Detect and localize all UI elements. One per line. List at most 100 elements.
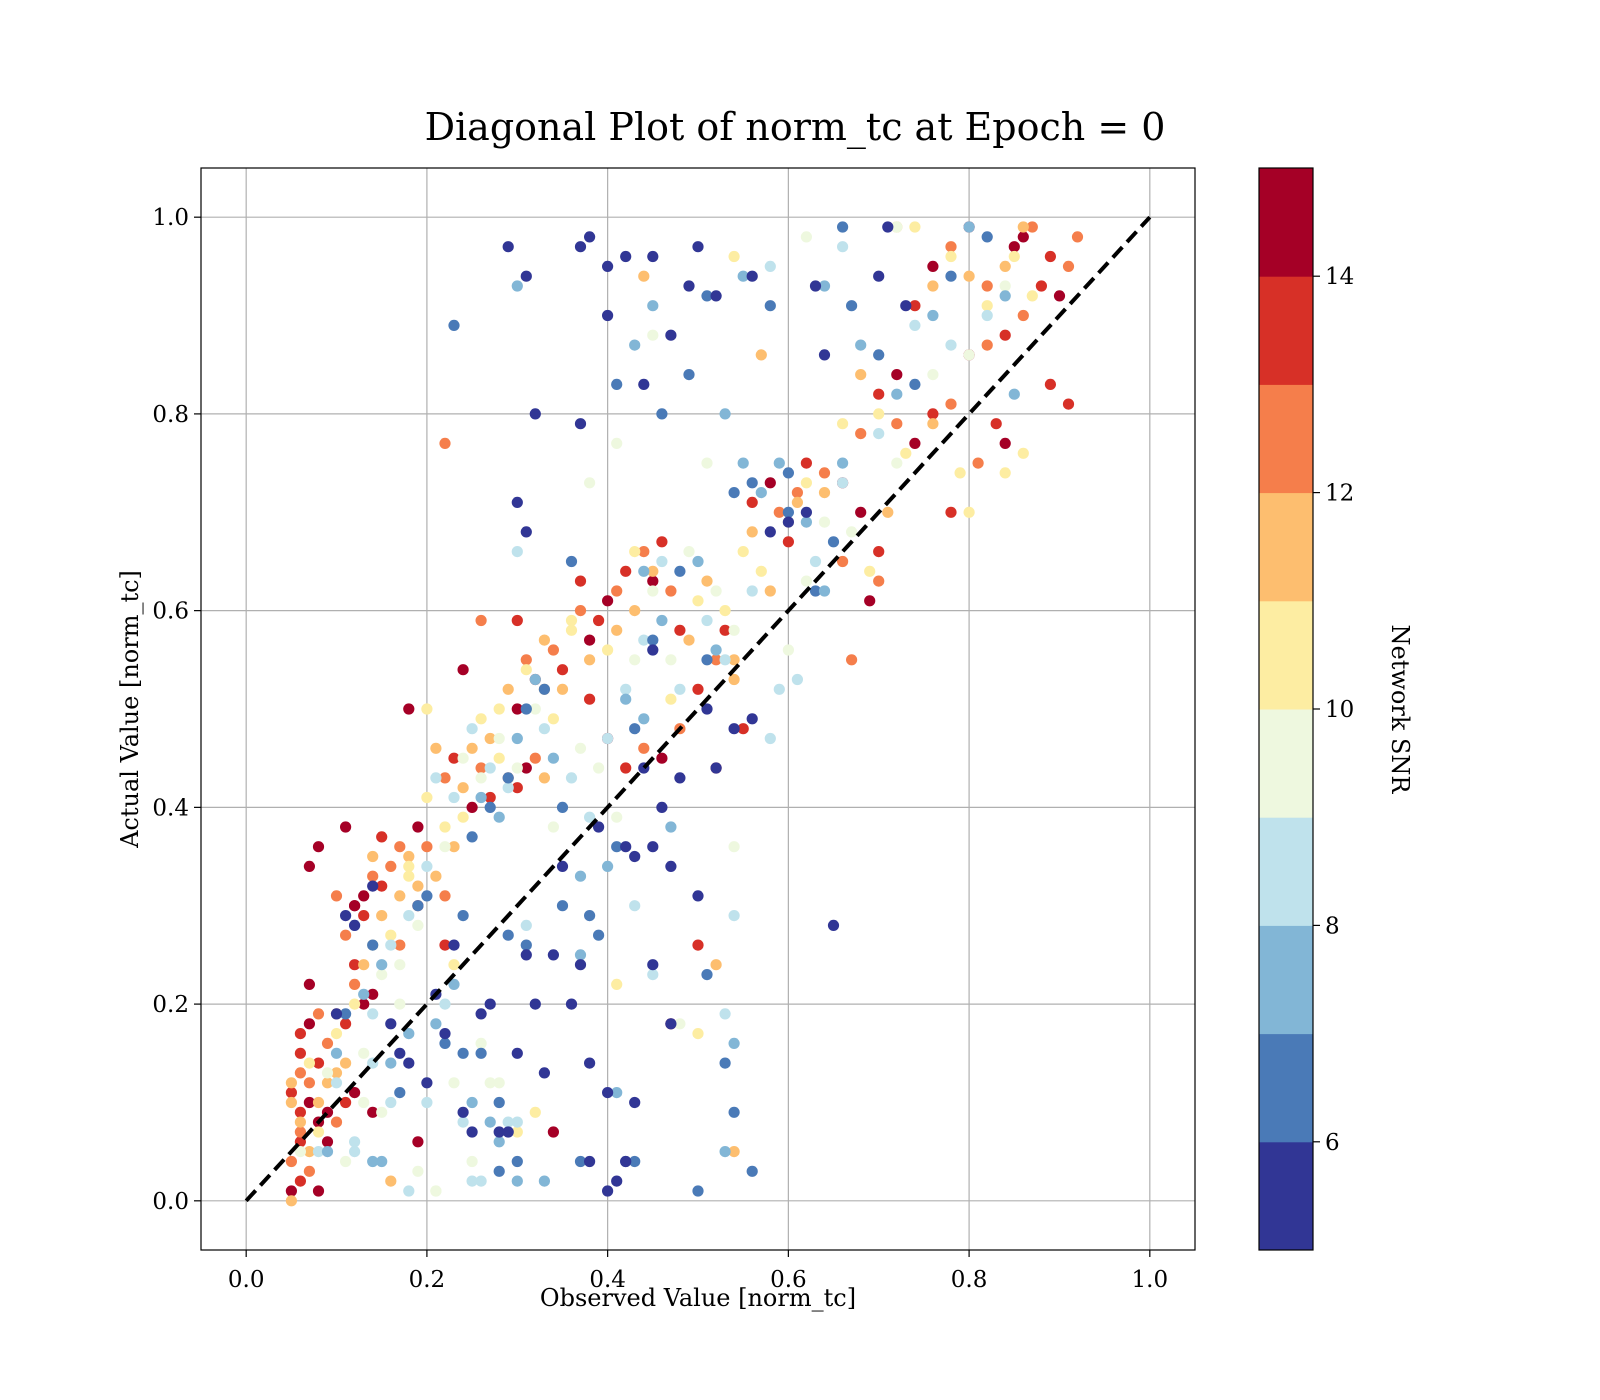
data-point bbox=[340, 1018, 352, 1030]
data-point bbox=[701, 290, 713, 302]
data-point bbox=[430, 870, 442, 882]
data-point bbox=[403, 870, 415, 882]
data-point bbox=[294, 1146, 306, 1158]
data-point bbox=[312, 1096, 325, 1109]
y-tick-label: 0.4 bbox=[152, 795, 189, 821]
data-point bbox=[972, 457, 984, 469]
data-point bbox=[466, 723, 478, 735]
y-axis-label: Actual Value [norm_tc] bbox=[116, 570, 144, 849]
data-point bbox=[818, 349, 831, 361]
data-point bbox=[340, 910, 352, 922]
data-point bbox=[303, 1018, 315, 1030]
plot-frame bbox=[200, 167, 1196, 1251]
data-point bbox=[584, 634, 596, 646]
colorbar-bin bbox=[1259, 276, 1313, 385]
data-point bbox=[818, 585, 831, 597]
data-point bbox=[385, 939, 397, 951]
data-point bbox=[312, 841, 325, 853]
data-point bbox=[782, 644, 795, 656]
data-point bbox=[349, 1136, 361, 1148]
data-point bbox=[719, 605, 731, 617]
data-point bbox=[294, 1116, 306, 1128]
data-point bbox=[882, 221, 894, 233]
data-point bbox=[412, 919, 424, 932]
data-point bbox=[981, 339, 993, 351]
data-point bbox=[981, 280, 993, 292]
x-tick-label: 0.4 bbox=[589, 1267, 626, 1293]
data-point bbox=[511, 1126, 523, 1138]
data-point bbox=[538, 634, 551, 646]
data-point bbox=[330, 1077, 343, 1089]
data-point bbox=[647, 250, 659, 263]
data-point bbox=[457, 664, 469, 676]
data-point bbox=[611, 1087, 623, 1099]
data-point bbox=[602, 309, 614, 322]
data-point bbox=[701, 575, 713, 587]
data-point bbox=[312, 1008, 325, 1020]
data-point bbox=[484, 732, 496, 745]
data-point bbox=[602, 1185, 614, 1197]
data-point bbox=[692, 683, 704, 695]
data-point bbox=[330, 1047, 343, 1059]
data-point bbox=[909, 300, 921, 312]
data-point bbox=[1017, 231, 1029, 243]
data-point bbox=[349, 1146, 361, 1158]
data-point bbox=[340, 821, 352, 833]
data-point bbox=[538, 683, 551, 695]
data-point bbox=[963, 349, 975, 361]
data-point bbox=[782, 536, 795, 548]
data-point bbox=[927, 418, 939, 430]
data-point bbox=[791, 487, 804, 499]
data-point bbox=[493, 1136, 505, 1148]
data-point bbox=[466, 1175, 478, 1187]
data-point bbox=[584, 693, 596, 705]
data-point bbox=[385, 1057, 397, 1069]
data-point bbox=[493, 1096, 505, 1109]
data-point bbox=[439, 841, 451, 853]
data-point bbox=[647, 329, 659, 341]
data-point bbox=[593, 821, 605, 833]
data-point bbox=[484, 998, 496, 1010]
data-point bbox=[1053, 290, 1066, 302]
data-point bbox=[945, 241, 957, 253]
data-point bbox=[1062, 398, 1075, 410]
colorbar-bin bbox=[1259, 1141, 1313, 1251]
data-point bbox=[358, 988, 370, 1000]
colorbar-bin bbox=[1259, 925, 1313, 1035]
data-point bbox=[746, 585, 758, 597]
data-point bbox=[764, 300, 776, 312]
data-point bbox=[773, 683, 785, 695]
plot-area: 0.0 0.2 0.4 0.6 0.8 1.0 0.0 0.2 0.4 0.6 0.8 1.0 bbox=[152, 167, 1196, 1293]
data-point bbox=[584, 1155, 596, 1168]
data-point bbox=[312, 1146, 325, 1158]
data-point bbox=[746, 477, 758, 489]
data-point bbox=[556, 683, 569, 695]
data-point bbox=[882, 506, 894, 518]
data-point bbox=[656, 614, 668, 627]
data-point bbox=[719, 1146, 731, 1158]
data-point bbox=[728, 487, 740, 499]
data-point bbox=[574, 605, 587, 617]
data-point bbox=[620, 683, 632, 695]
data-point bbox=[710, 654, 722, 666]
data-points bbox=[285, 221, 1084, 1207]
data-point bbox=[294, 1126, 306, 1138]
data-point bbox=[412, 880, 424, 892]
data-point bbox=[1044, 378, 1056, 390]
data-point bbox=[1026, 290, 1038, 302]
data-point bbox=[502, 241, 514, 253]
data-point bbox=[285, 1155, 297, 1168]
data-point bbox=[999, 329, 1011, 341]
data-point bbox=[728, 841, 740, 853]
data-point bbox=[439, 1037, 451, 1049]
data-point bbox=[728, 654, 740, 666]
data-point bbox=[855, 369, 867, 381]
data-point bbox=[728, 1037, 740, 1049]
data-point bbox=[584, 477, 596, 489]
data-point bbox=[710, 762, 722, 774]
data-point bbox=[502, 1126, 514, 1138]
data-point bbox=[611, 841, 623, 853]
colorbar: 6 8 10 12 14 Network SNR bbox=[1258, 167, 1414, 1251]
data-point bbox=[1008, 388, 1020, 400]
data-point bbox=[376, 959, 388, 971]
